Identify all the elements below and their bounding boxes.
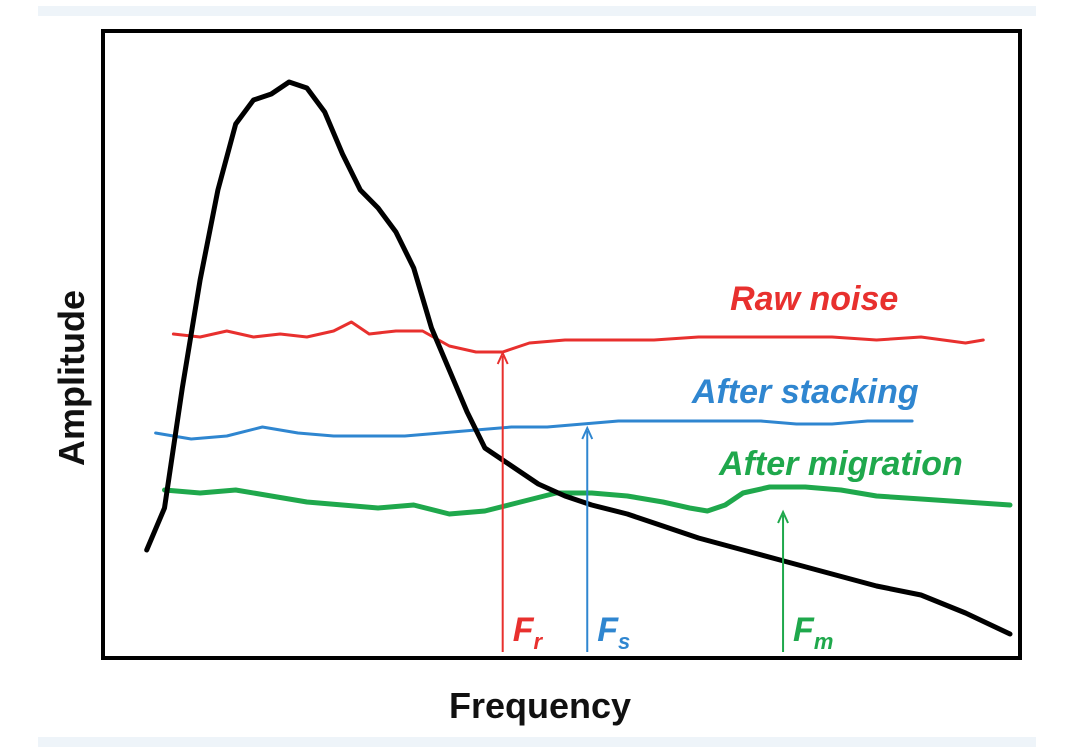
- crossover-label-letter: F: [513, 611, 535, 649]
- crossover-marker-fs: Fs: [581, 425, 630, 654]
- crossover-label-subscript: s: [618, 629, 630, 654]
- y-axis-title: Amplitude: [51, 290, 92, 466]
- crossover-label-fs: Fs: [597, 611, 630, 654]
- plot-frame: [101, 29, 1022, 660]
- crossover-marker-fr: Fr: [496, 350, 544, 654]
- series-label-after-migration: After migration: [718, 445, 963, 483]
- crossover-label-subscript: r: [533, 629, 543, 654]
- crossover-label-fm: Fm: [793, 611, 833, 654]
- top-band: [38, 6, 1036, 16]
- marker-layer: Fr Fs Fm: [496, 350, 833, 654]
- crossover-label-letter: F: [793, 611, 815, 649]
- crossover-marker-fm: Fm: [777, 509, 833, 654]
- arrowhead-icon: [581, 425, 594, 440]
- crossover-label-fr: Fr: [513, 611, 544, 654]
- series-label-after-stacking: After stacking: [691, 373, 919, 411]
- series-line-after-migration: [162, 484, 1013, 517]
- x-axis-title: Frequency: [449, 685, 631, 726]
- crossover-label-letter: F: [597, 611, 619, 649]
- series-line-raw-noise: [171, 320, 985, 354]
- series-label-raw-noise: Raw noise: [730, 280, 898, 318]
- series-line-after-stacking: [154, 419, 914, 441]
- series-layer: [144, 79, 1013, 637]
- arrowhead-icon: [496, 350, 509, 365]
- series-line-signal: [144, 79, 1013, 637]
- bottom-band: [38, 737, 1036, 747]
- arrowhead-icon: [777, 509, 789, 524]
- crossover-label-subscript: m: [814, 629, 834, 654]
- label-layer: Raw noise After stacking After migration: [691, 280, 963, 483]
